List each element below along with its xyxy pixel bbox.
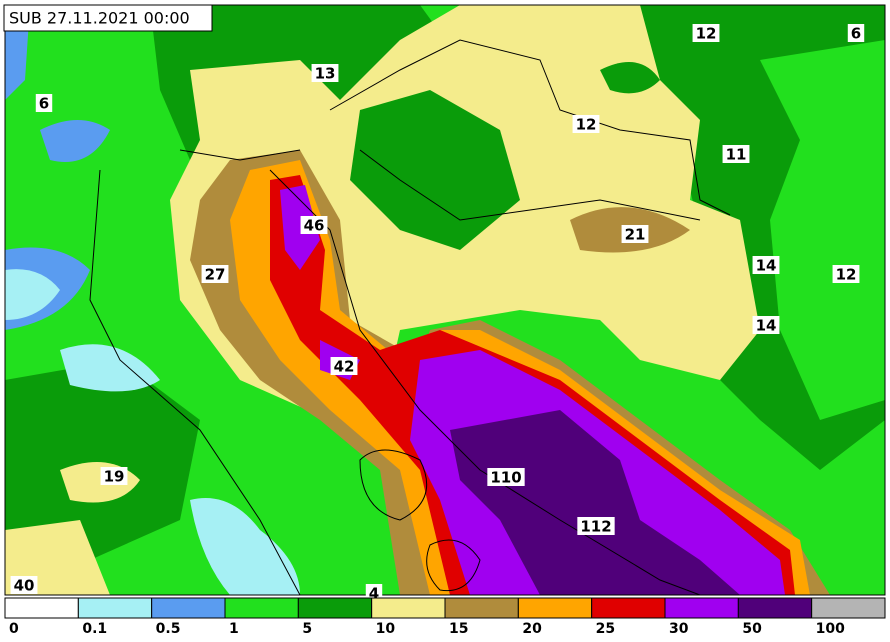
map-label: 6 <box>35 94 53 113</box>
map-label-text: 13 <box>315 65 336 83</box>
map-label: 21 <box>621 225 649 244</box>
legend-tick-label: 1 <box>229 621 239 637</box>
legend-swatch <box>591 597 666 619</box>
legend-tick-label: 50 <box>742 621 762 637</box>
map-label-text: 27 <box>205 266 226 284</box>
title: SUB 27.11.2021 00:00 <box>9 9 190 28</box>
map-label: 110 <box>487 468 525 487</box>
legend-tick-label: 100 <box>816 621 845 637</box>
legend-swatch <box>444 597 519 619</box>
map-label-box <box>847 24 865 42</box>
map-label-text: 19 <box>104 468 125 486</box>
map-label: 11 <box>722 145 750 164</box>
map-frame <box>4 4 886 596</box>
map-label-text: 112 <box>580 518 611 536</box>
map-label-text: 12 <box>836 266 857 284</box>
title-box <box>3 4 213 32</box>
legend-swatch <box>151 597 226 619</box>
legend-tick-label: 15 <box>449 621 468 637</box>
map-label: 14 <box>752 316 780 335</box>
map-label-box <box>100 467 128 485</box>
map-label-text: 110 <box>490 469 521 487</box>
legend-tick-label: 20 <box>522 621 542 637</box>
legend-tick-label: 25 <box>596 621 615 637</box>
map-label-text: 4 <box>369 585 379 603</box>
map-label-text: 12 <box>576 116 597 134</box>
legend-tick-label: 0.5 <box>156 621 181 637</box>
legend-swatch <box>811 597 886 619</box>
legend: 0 0.1 0.5 1 5 10 15 20 25 30 50 100 <box>4 597 886 637</box>
map-label: 19 <box>100 467 128 486</box>
map-label: 13 <box>311 64 339 83</box>
map-label: 6 <box>847 24 865 43</box>
map-label: 46 <box>300 216 328 235</box>
map-label-box <box>201 265 229 283</box>
legend-swatch <box>737 597 813 619</box>
map-label-text: 46 <box>304 217 325 235</box>
legend-tick-label: 30 <box>669 621 689 637</box>
legend-tick-label: 5 <box>302 621 312 637</box>
legend-tick-label: 0 <box>9 621 19 637</box>
map-label-box <box>832 265 860 283</box>
map-label: 12 <box>832 265 860 284</box>
map-label-box <box>752 256 780 274</box>
map-label: 12 <box>692 24 720 43</box>
legend-tick-label: 10 <box>376 621 396 637</box>
map-label-box <box>577 517 615 535</box>
map-label: 27 <box>201 265 229 284</box>
legend-swatch <box>224 597 299 619</box>
map-label-box <box>330 357 358 375</box>
map-label-box <box>35 94 53 112</box>
legend-swatch <box>297 597 373 619</box>
map-label: 14 <box>752 256 780 275</box>
map-label-text: 21 <box>625 226 646 244</box>
map-label-text: 12 <box>696 25 717 43</box>
map-label-text: 6 <box>39 95 49 113</box>
legend-swatch <box>4 597 79 619</box>
map-label: 40 <box>10 576 38 595</box>
legend-swatch <box>664 597 739 619</box>
map-label-text: 6 <box>851 25 861 43</box>
map-label-text: 14 <box>756 317 777 335</box>
map-labels: 6 13 12 6 12 11 46 21 27 14 12 14 42 19 110 112 40 4 <box>10 24 865 603</box>
map-label-box <box>692 24 720 42</box>
legend-swatch <box>77 597 153 619</box>
legend-swatch <box>371 597 446 619</box>
map-label: 12 <box>572 115 600 134</box>
legend-swatch <box>517 597 593 619</box>
map-label-text: 40 <box>14 577 35 595</box>
map-label-box <box>621 225 649 243</box>
map-label-box <box>752 316 780 334</box>
precip-map <box>5 5 885 595</box>
legend-tick-label: 0.1 <box>82 621 107 637</box>
map-label-box <box>10 576 38 594</box>
map-label-box <box>487 468 525 486</box>
map-label-box <box>722 145 750 163</box>
map-label-text: 11 <box>726 146 747 164</box>
map-label: 112 <box>577 517 615 536</box>
map-label-text: 14 <box>756 257 777 275</box>
map-label: 42 <box>330 357 358 376</box>
map-label-box <box>311 64 339 82</box>
map-label-box <box>300 216 328 234</box>
map-label-text: 42 <box>334 358 355 376</box>
map-label-box <box>572 115 600 133</box>
